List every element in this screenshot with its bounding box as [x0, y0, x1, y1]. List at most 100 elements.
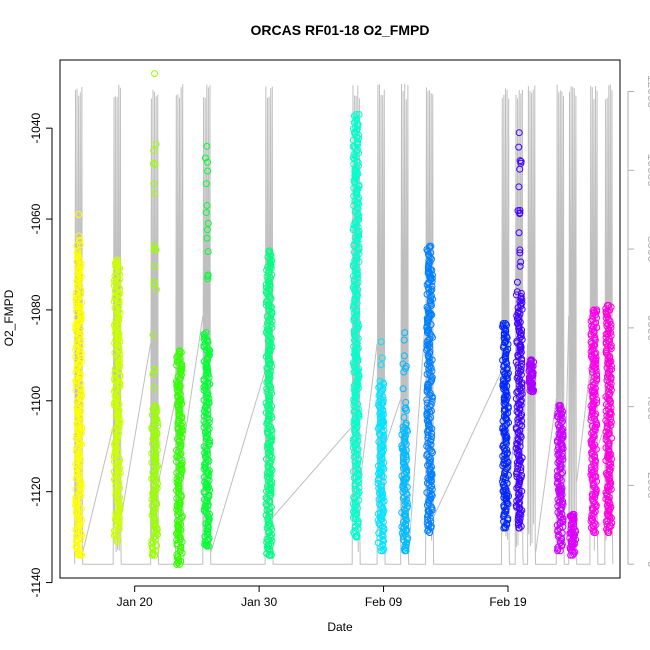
data-point — [267, 486, 275, 494]
secondary-line-segment — [120, 343, 152, 518]
data-point — [589, 492, 597, 500]
series-group — [587, 306, 601, 537]
data-point — [114, 431, 122, 439]
data-point — [350, 495, 358, 503]
data-point — [402, 528, 410, 536]
data-point — [603, 525, 611, 533]
data-point — [606, 367, 614, 375]
data-point — [116, 416, 124, 424]
data-point — [354, 367, 362, 375]
data-point — [515, 143, 523, 151]
data-point — [354, 146, 362, 154]
x-tick-label: Feb 09 — [365, 595, 403, 609]
data-point — [517, 159, 525, 167]
data-point — [518, 417, 526, 425]
data-point — [514, 516, 522, 524]
data-point — [428, 492, 436, 500]
data-point — [203, 142, 211, 150]
data-point — [428, 282, 436, 290]
data-point — [501, 451, 509, 459]
data-point — [607, 463, 615, 471]
data-point — [266, 548, 274, 556]
data-point — [399, 360, 407, 368]
series-group — [374, 338, 388, 555]
data-point — [152, 286, 160, 294]
series-group — [499, 320, 512, 532]
data-point — [173, 560, 181, 568]
data-point — [353, 469, 361, 477]
data-point — [500, 396, 508, 404]
data-point — [604, 487, 612, 495]
data-point — [589, 312, 597, 320]
data-point — [148, 540, 156, 548]
data-point — [378, 412, 386, 420]
data-point — [603, 433, 611, 441]
data-point — [588, 343, 596, 351]
data-point — [150, 278, 158, 286]
data-point — [206, 380, 214, 388]
data-point — [378, 455, 386, 463]
data-point — [173, 503, 181, 511]
data-point — [607, 514, 615, 522]
series-group — [398, 329, 412, 555]
data-point — [178, 363, 186, 371]
data-point — [115, 424, 123, 432]
data-point — [77, 287, 85, 295]
data-point — [153, 446, 161, 454]
data-point — [78, 551, 86, 559]
data-point — [202, 431, 210, 439]
data-point — [75, 232, 83, 240]
data-point — [604, 473, 612, 481]
data-point — [266, 345, 274, 353]
x-tick-label: Jan 20 — [117, 595, 153, 609]
data-point — [349, 435, 357, 443]
data-point — [606, 354, 614, 362]
data-point — [77, 505, 85, 513]
secondary-line-segment — [82, 426, 114, 553]
y-tick-label: -1100 — [29, 386, 43, 416]
y2-tick-label: 4000 — [645, 393, 650, 420]
data-point — [380, 419, 388, 427]
secondary-line-segment — [272, 426, 353, 518]
data-point — [115, 520, 123, 528]
data-point — [263, 535, 271, 543]
y2-tick-label: 10000 — [645, 154, 650, 188]
data-point — [202, 180, 210, 188]
data-point — [590, 359, 598, 367]
data-point — [349, 125, 357, 133]
data-point — [424, 439, 432, 447]
series-group — [602, 301, 616, 537]
data-point — [114, 533, 122, 541]
data-point — [75, 463, 83, 471]
data-point — [354, 381, 362, 389]
data-point — [77, 380, 85, 388]
data-point — [603, 319, 611, 327]
data-point — [202, 209, 210, 217]
data-point — [379, 422, 387, 430]
data-point — [151, 70, 159, 78]
data-point — [425, 325, 433, 333]
data-point — [502, 411, 510, 419]
data-point — [267, 490, 275, 498]
data-point — [152, 409, 160, 417]
data-point — [351, 482, 359, 490]
data-point — [267, 551, 275, 559]
data-point — [593, 372, 601, 380]
data-point — [264, 377, 272, 385]
data-point — [204, 158, 212, 166]
data-point — [264, 391, 272, 399]
data-point — [425, 369, 433, 377]
data-point — [424, 265, 432, 273]
data-point — [264, 319, 272, 327]
data-point — [203, 499, 211, 507]
data-point — [204, 275, 212, 283]
data-point — [149, 370, 157, 378]
data-point — [76, 487, 84, 495]
data-point — [110, 527, 118, 535]
data-point — [149, 159, 157, 167]
data-point — [173, 475, 181, 483]
data-point — [72, 378, 80, 386]
data-point — [72, 386, 80, 394]
data-point — [204, 430, 212, 438]
data-point — [501, 470, 509, 478]
